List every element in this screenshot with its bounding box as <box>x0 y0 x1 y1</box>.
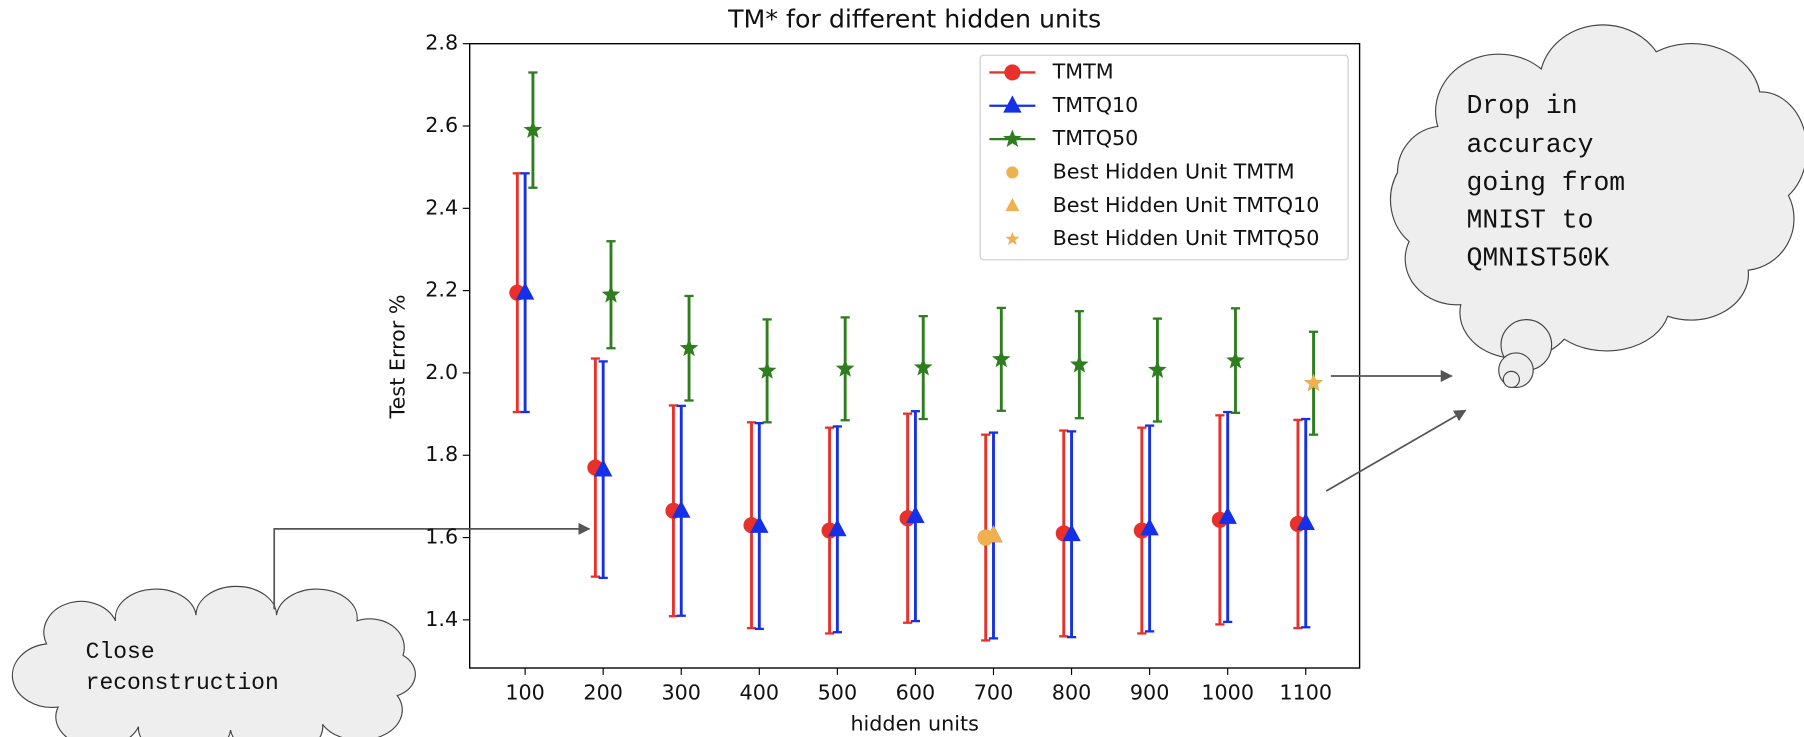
legend-marker <box>1006 166 1019 179</box>
y-tick-label: 1.6 <box>425 525 458 549</box>
marker <box>679 338 699 357</box>
marker <box>1140 518 1159 536</box>
x-tick-label: 200 <box>583 680 623 704</box>
x-tick-label: 300 <box>661 680 700 704</box>
marker <box>672 500 691 518</box>
marker <box>1296 512 1315 531</box>
cloud <box>11 585 416 737</box>
x-axis-label: hidden units <box>850 711 978 735</box>
marker <box>1304 373 1323 392</box>
marker <box>835 359 855 377</box>
legend-label: TMTQ50 <box>1052 126 1139 150</box>
legend-label: Best Hidden Unit TMTM <box>1053 159 1295 183</box>
marker <box>750 515 769 533</box>
y-tick-label: 1.8 <box>425 442 458 466</box>
legend-label: TMTQ10 <box>1052 93 1139 117</box>
x-tick-label: 1000 <box>1201 680 1254 704</box>
x-tick-label: 1100 <box>1279 680 1332 704</box>
cloud <box>1389 24 1804 360</box>
legend-marker <box>1005 231 1020 246</box>
legend-marker <box>1003 95 1022 113</box>
x-tick-label: 800 <box>1052 680 1092 704</box>
marker <box>1226 350 1245 369</box>
annotation-text: MNIST to <box>1467 206 1594 236</box>
arrow <box>273 522 591 610</box>
y-tick-label: 2.2 <box>425 278 458 302</box>
marker <box>828 518 847 537</box>
y-tick-label: 2.4 <box>425 195 458 219</box>
y-tick-label: 2.0 <box>425 360 458 384</box>
marker <box>515 282 535 300</box>
legend-marker <box>1003 129 1022 148</box>
legend <box>979 54 1349 261</box>
marker <box>601 284 621 303</box>
plot-frame <box>468 43 1361 669</box>
chart-title: TM* for different hidden units <box>727 5 1101 34</box>
marker <box>906 505 925 524</box>
y-tick-label: 2.6 <box>425 113 458 137</box>
x-tick-label: 400 <box>740 680 780 704</box>
legend-label: TMTM <box>1052 59 1114 83</box>
marker <box>1070 354 1089 373</box>
annotation-text: QMNIST50K <box>1467 244 1610 274</box>
marker <box>1218 506 1237 524</box>
x-tick-label: 100 <box>505 680 545 704</box>
x-tick-label: 700 <box>974 680 1013 704</box>
legend-label: Best Hidden Unit TMTQ50 <box>1053 226 1320 250</box>
marker <box>757 361 777 379</box>
x-tick-label: 500 <box>818 680 858 704</box>
y-tick-label: 2.8 <box>425 31 458 55</box>
marker <box>992 349 1011 368</box>
legend-entries: TMTM TMTQ10 TMTQ50 Best Hidden Unit TMTM Bes… <box>989 59 1319 250</box>
marker <box>593 459 613 477</box>
arrow <box>1325 409 1467 492</box>
marker <box>1062 523 1081 542</box>
y-axis-label: Test Error % <box>385 294 409 419</box>
thought-bubble <box>1502 370 1520 389</box>
x-tick-label: 600 <box>896 680 936 704</box>
annotation-text: accuracy <box>1467 130 1594 160</box>
annotation-text: reconstruction <box>86 670 279 696</box>
y-tick-label: 1.4 <box>425 607 458 631</box>
marker <box>1148 360 1167 378</box>
legend-marker <box>1005 198 1020 211</box>
annotation-text: Close <box>86 639 155 665</box>
legend-marker <box>1004 64 1021 81</box>
annotation-text: going from <box>1467 168 1626 198</box>
x-tick-label: 900 <box>1130 680 1169 704</box>
marker <box>523 120 543 139</box>
plot-area <box>509 71 1323 642</box>
marker <box>984 525 1003 543</box>
annotation-text: Drop in <box>1467 91 1578 121</box>
legend-label: Best Hidden Unit TMTQ10 <box>1053 193 1320 217</box>
marker <box>913 357 933 376</box>
